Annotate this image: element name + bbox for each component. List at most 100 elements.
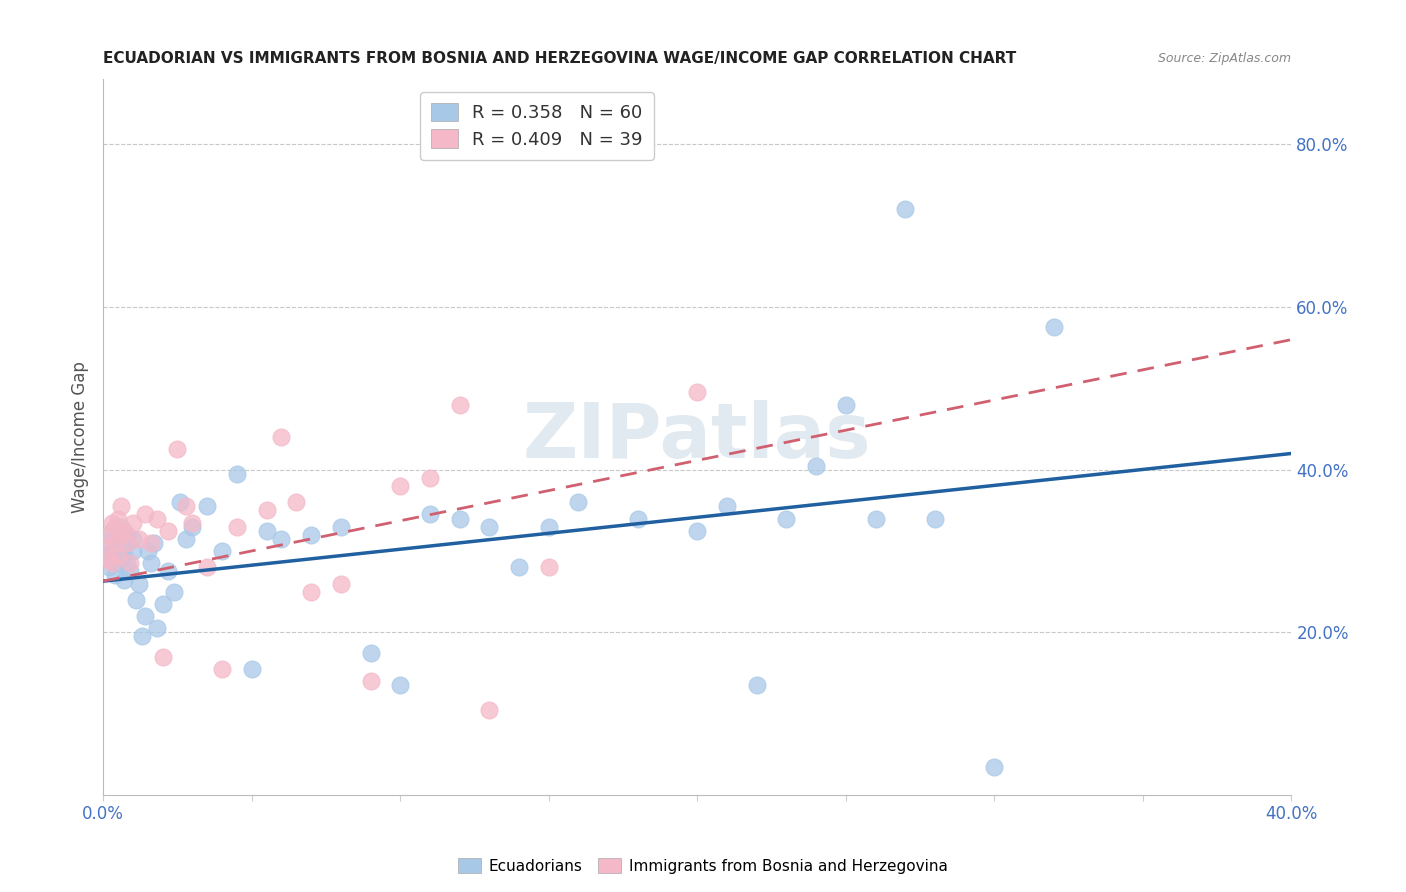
Point xyxy=(419,508,441,522)
Point xyxy=(181,516,204,530)
Point xyxy=(94,548,117,562)
Point xyxy=(112,548,135,562)
Point xyxy=(894,202,917,217)
Text: ECUADORIAN VS IMMIGRANTS FROM BOSNIA AND HERZEGOVINA WAGE/INCOME GAP CORRELATION: ECUADORIAN VS IMMIGRANTS FROM BOSNIA AND… xyxy=(103,51,1017,66)
Point xyxy=(101,516,124,530)
Point xyxy=(98,528,121,542)
Legend: R = 0.358   N = 60, R = 0.409   N = 39: R = 0.358 N = 60, R = 0.409 N = 39 xyxy=(420,92,654,160)
Point xyxy=(112,573,135,587)
Point xyxy=(775,511,797,525)
Point xyxy=(112,524,135,538)
Point xyxy=(449,511,471,525)
Point xyxy=(299,584,322,599)
Point xyxy=(169,495,191,509)
Point xyxy=(101,556,124,570)
Point xyxy=(195,500,218,514)
Text: Source: ZipAtlas.com: Source: ZipAtlas.com xyxy=(1159,52,1292,65)
Point xyxy=(139,536,162,550)
Point xyxy=(157,524,180,538)
Point xyxy=(152,649,174,664)
Point xyxy=(101,552,124,566)
Point xyxy=(1042,320,1064,334)
Point xyxy=(924,511,946,525)
Point xyxy=(181,519,204,533)
Point xyxy=(804,458,827,473)
Point xyxy=(152,597,174,611)
Point xyxy=(145,621,167,635)
Point xyxy=(115,536,138,550)
Point xyxy=(131,630,153,644)
Point xyxy=(163,584,186,599)
Point xyxy=(389,479,412,493)
Point xyxy=(125,592,148,607)
Point xyxy=(360,646,382,660)
Point xyxy=(537,519,560,533)
Point xyxy=(134,609,156,624)
Point xyxy=(166,442,188,457)
Point xyxy=(121,532,143,546)
Point xyxy=(329,519,352,533)
Y-axis label: Wage/Income Gap: Wage/Income Gap xyxy=(72,361,89,513)
Point xyxy=(360,674,382,689)
Point xyxy=(176,532,198,546)
Point xyxy=(195,560,218,574)
Point xyxy=(110,544,132,558)
Point xyxy=(270,430,292,444)
Point xyxy=(983,759,1005,773)
Point xyxy=(98,552,121,566)
Point xyxy=(101,524,124,538)
Point xyxy=(115,556,138,570)
Point xyxy=(139,556,162,570)
Point xyxy=(211,544,233,558)
Point xyxy=(835,398,858,412)
Point xyxy=(627,511,650,525)
Point xyxy=(157,565,180,579)
Point xyxy=(270,532,292,546)
Point xyxy=(134,508,156,522)
Point xyxy=(104,568,127,582)
Point xyxy=(508,560,530,574)
Point xyxy=(128,576,150,591)
Point xyxy=(240,662,263,676)
Point xyxy=(118,565,141,579)
Point xyxy=(686,524,709,538)
Point xyxy=(176,500,198,514)
Point xyxy=(104,540,127,554)
Point xyxy=(110,519,132,533)
Point xyxy=(98,536,121,550)
Point xyxy=(142,536,165,550)
Point xyxy=(449,398,471,412)
Point xyxy=(745,678,768,692)
Point xyxy=(107,556,129,570)
Point xyxy=(110,528,132,542)
Point xyxy=(567,495,589,509)
Point xyxy=(225,519,247,533)
Point xyxy=(329,576,352,591)
Point xyxy=(419,471,441,485)
Point xyxy=(118,556,141,570)
Point xyxy=(94,540,117,554)
Point xyxy=(256,524,278,538)
Point xyxy=(104,519,127,533)
Point xyxy=(285,495,308,509)
Point xyxy=(716,500,738,514)
Point xyxy=(865,511,887,525)
Point xyxy=(121,516,143,530)
Point xyxy=(107,548,129,562)
Point xyxy=(128,532,150,546)
Point xyxy=(478,519,501,533)
Point xyxy=(211,662,233,676)
Point xyxy=(389,678,412,692)
Point xyxy=(121,544,143,558)
Point xyxy=(256,503,278,517)
Text: ZIPatlas: ZIPatlas xyxy=(523,401,872,475)
Point xyxy=(104,536,127,550)
Point xyxy=(107,532,129,546)
Point xyxy=(145,511,167,525)
Point xyxy=(299,528,322,542)
Point xyxy=(225,467,247,481)
Point xyxy=(98,560,121,574)
Point xyxy=(136,544,159,558)
Point xyxy=(107,511,129,525)
Point xyxy=(110,500,132,514)
